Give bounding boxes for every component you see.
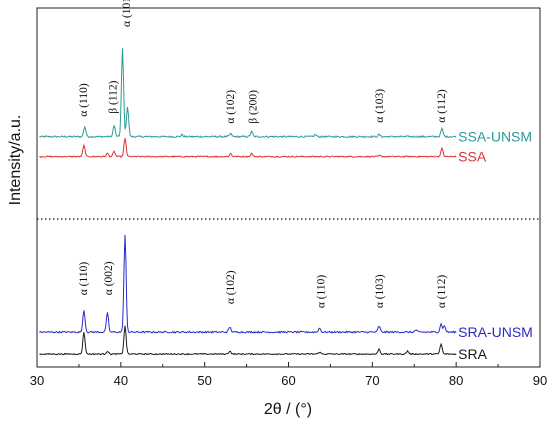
peak-label: α (103) bbox=[374, 274, 386, 308]
series-label-ssa: SSA bbox=[458, 149, 487, 165]
peak-label: β (200) bbox=[247, 90, 259, 124]
peak-label: α (102) bbox=[225, 270, 237, 304]
series-line-sra bbox=[39, 325, 457, 356]
series-label-sra-unsm: SRA-UNSM bbox=[458, 324, 533, 340]
y-axis-label: Intensity/a.u. bbox=[7, 115, 24, 206]
series-line-ssa bbox=[39, 138, 457, 159]
peak-label: α (002) bbox=[103, 261, 115, 295]
series-line-ssa-unsm bbox=[39, 48, 457, 139]
peak-label: α (110) bbox=[315, 275, 327, 309]
peak-label: α (110) bbox=[78, 262, 90, 296]
plot-frame bbox=[36, 7, 541, 368]
peak-label: α (110) bbox=[78, 83, 90, 117]
peak-label: α (103) bbox=[374, 89, 386, 123]
series-layer: SSA-UNSM SSA SRA-UNSM SRA bbox=[39, 48, 533, 362]
x-tick-label: 70 bbox=[365, 373, 379, 388]
x-tick-label: 80 bbox=[449, 373, 463, 388]
peak-label: α (101) bbox=[121, 0, 133, 27]
peak-label: β (112) bbox=[107, 80, 119, 113]
x-axis-label: 2θ / (°) bbox=[264, 401, 312, 418]
peak-label: α (112) bbox=[436, 89, 448, 123]
x-tick-label: 30 bbox=[30, 373, 44, 388]
series-label-sra: SRA bbox=[458, 346, 487, 362]
peak-label: α (112) bbox=[436, 275, 448, 309]
x-tick-label: 40 bbox=[114, 373, 128, 388]
series-line-sra-unsm bbox=[39, 234, 457, 334]
x-tick-label: 50 bbox=[197, 373, 211, 388]
peak-label: α (102) bbox=[225, 90, 237, 124]
peak-annotations: α (110) β (112) α (101) α (102) β (200) α (10… bbox=[78, 0, 448, 308]
x-axis-ticks: 30 40 50 60 70 80 90 bbox=[30, 362, 547, 388]
series-label-ssa-unsm: SSA-UNSM bbox=[458, 129, 532, 145]
x-tick-label: 60 bbox=[281, 373, 295, 388]
x-tick-label: 90 bbox=[533, 373, 547, 388]
